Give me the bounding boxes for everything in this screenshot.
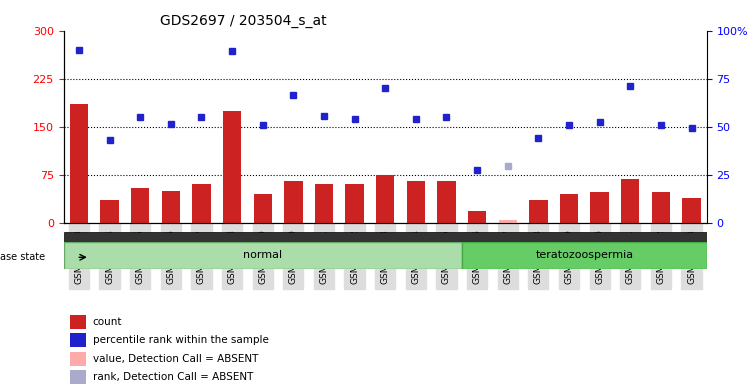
Bar xyxy=(284,181,302,223)
Bar xyxy=(407,181,425,223)
Text: normal: normal xyxy=(243,250,282,260)
Bar xyxy=(70,352,86,366)
Bar xyxy=(468,211,486,223)
Bar xyxy=(131,187,150,223)
Bar xyxy=(192,184,211,223)
Bar xyxy=(621,179,640,223)
Bar xyxy=(438,181,456,223)
Bar xyxy=(529,200,548,223)
Bar xyxy=(560,194,578,223)
Bar xyxy=(254,194,272,223)
FancyBboxPatch shape xyxy=(64,242,462,269)
Bar xyxy=(590,192,609,223)
FancyBboxPatch shape xyxy=(64,232,707,242)
Bar xyxy=(499,220,517,223)
Bar xyxy=(315,184,333,223)
Text: count: count xyxy=(93,317,122,327)
Text: disease state: disease state xyxy=(0,252,45,262)
Text: value, Detection Call = ABSENT: value, Detection Call = ABSENT xyxy=(93,354,258,364)
Bar xyxy=(162,191,180,223)
Bar xyxy=(376,175,394,223)
Bar xyxy=(682,199,701,223)
Text: rank, Detection Call = ABSENT: rank, Detection Call = ABSENT xyxy=(93,372,253,382)
Bar xyxy=(70,315,86,329)
Bar xyxy=(70,370,86,384)
Bar xyxy=(70,333,86,347)
Text: teratozoospermia: teratozoospermia xyxy=(536,250,634,260)
Bar xyxy=(346,184,364,223)
Text: percentile rank within the sample: percentile rank within the sample xyxy=(93,335,269,345)
Bar xyxy=(652,192,670,223)
FancyBboxPatch shape xyxy=(462,242,707,269)
Bar xyxy=(70,104,88,223)
Bar xyxy=(223,111,242,223)
Text: GDS2697 / 203504_s_at: GDS2697 / 203504_s_at xyxy=(160,14,327,28)
Bar xyxy=(100,200,119,223)
